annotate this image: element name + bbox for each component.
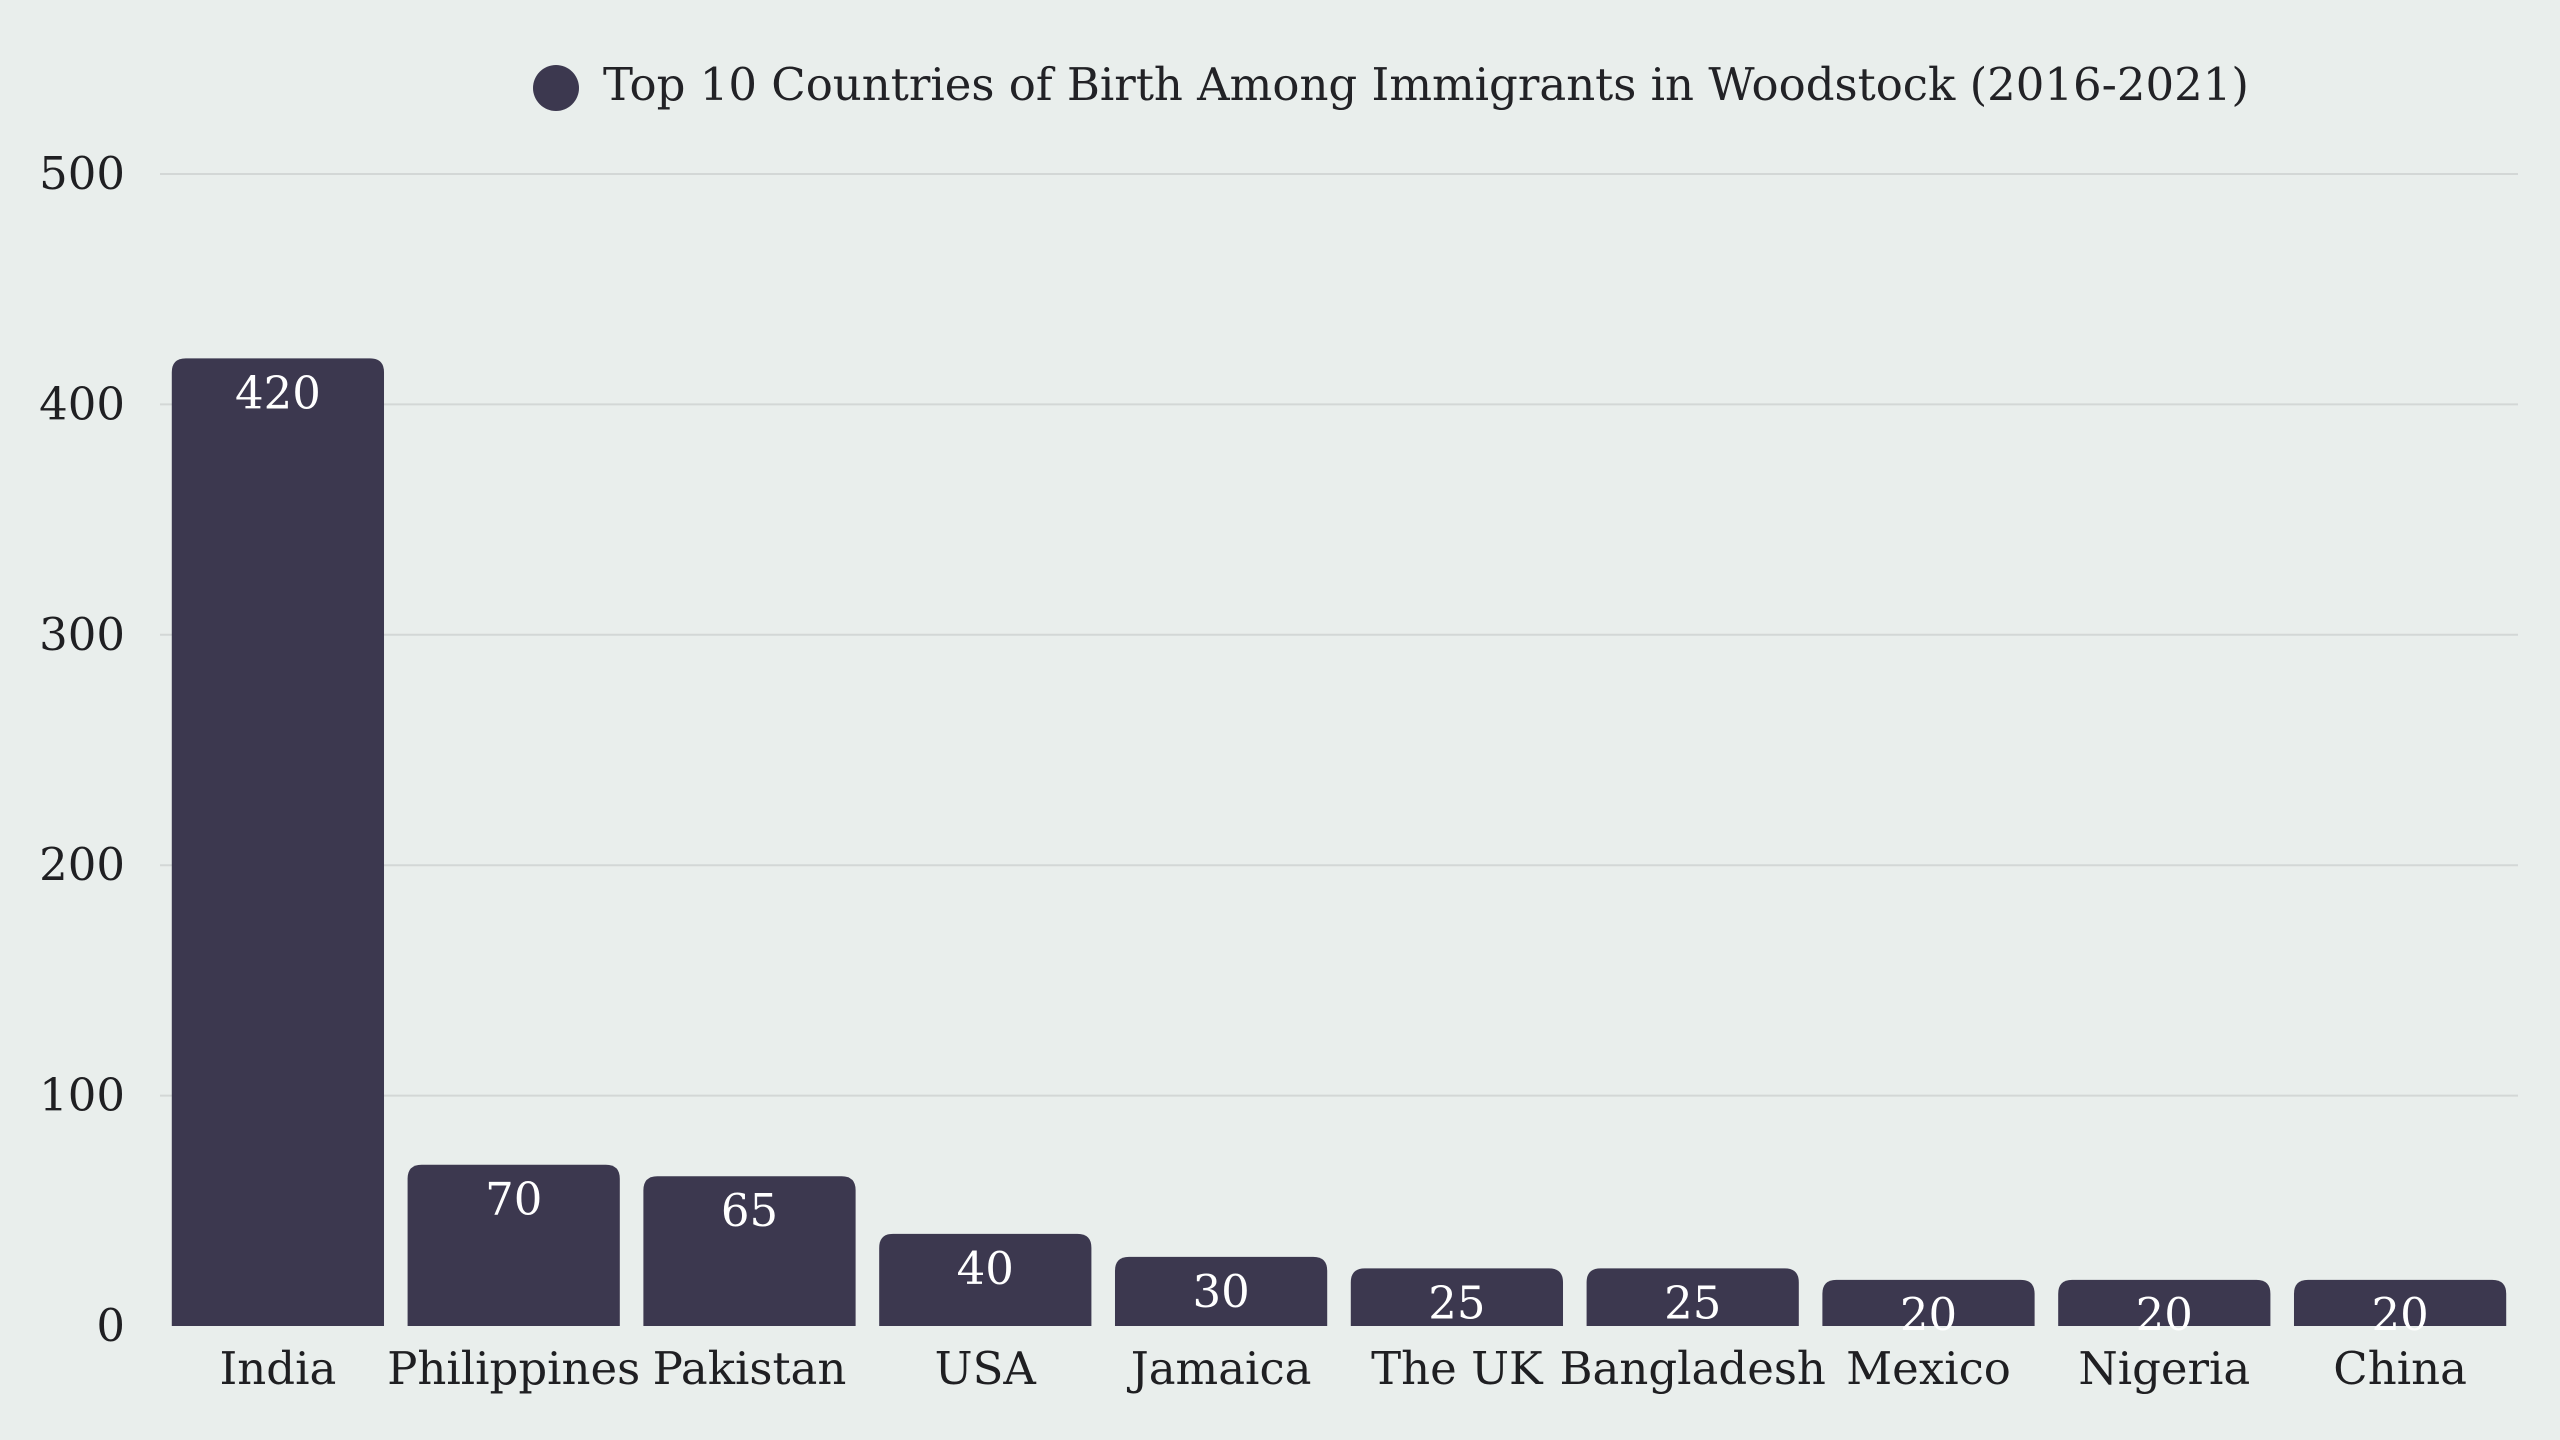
data-label: 65 (721, 1184, 778, 1237)
grid-lines (160, 173, 2518, 1097)
bar (407, 1164, 620, 1326)
data-label: 20 (2136, 1288, 2193, 1341)
x-tick-label: Pakistan (653, 1342, 847, 1395)
data-label: 20 (2371, 1288, 2428, 1341)
data-label: 25 (1664, 1276, 1721, 1329)
y-tick-label: 300 (39, 608, 125, 661)
data-label: 40 (957, 1242, 1014, 1295)
x-tick-label: USA (935, 1342, 1037, 1395)
y-axis: 0 100 200 300 400 500 (39, 147, 125, 1352)
x-tick-label: Bangladesh (1559, 1342, 1825, 1395)
y-tick-label: 400 (39, 377, 125, 430)
bar (2058, 1279, 2271, 1326)
data-label: 25 (1428, 1276, 1485, 1329)
y-tick-label: 0 (96, 1299, 125, 1352)
x-tick-label: India (220, 1342, 337, 1395)
y-tick-label: 100 (39, 1069, 125, 1122)
bar (1350, 1268, 1564, 1326)
y-tick-label: 500 (39, 147, 125, 200)
bar (1822, 1279, 2035, 1326)
data-label: 420 (235, 366, 321, 419)
bar (2293, 1279, 2507, 1326)
bar (171, 358, 385, 1326)
legend: Top 10 Countries of Birth Among Immigran… (533, 58, 2249, 111)
bar (879, 1233, 1092, 1326)
bar (1114, 1256, 1328, 1326)
x-axis: India Philippines Pakistan USA Jamaica The UK… (220, 1342, 2467, 1395)
x-tick-label: The UK (1371, 1342, 1544, 1395)
legend-label: Top 10 Countries of Birth Among Immigran… (603, 58, 2249, 111)
bar (1586, 1268, 1799, 1326)
x-tick-label: China (2333, 1342, 2467, 1395)
y-tick-label: 200 (39, 838, 125, 891)
bar (643, 1176, 856, 1326)
bars: 420 70 65 40 30 25 25 20 20 20 (171, 358, 2507, 1341)
data-label: 20 (1900, 1288, 1957, 1341)
data-label: 30 (1192, 1265, 1249, 1318)
x-tick-label: Jamaica (1127, 1342, 1312, 1395)
x-tick-label: Nigeria (2078, 1342, 2250, 1395)
x-tick-label: Mexico (1846, 1342, 2011, 1395)
data-label: 70 (485, 1173, 542, 1226)
x-tick-label: Philippines (387, 1342, 640, 1395)
legend-swatch (533, 65, 579, 111)
